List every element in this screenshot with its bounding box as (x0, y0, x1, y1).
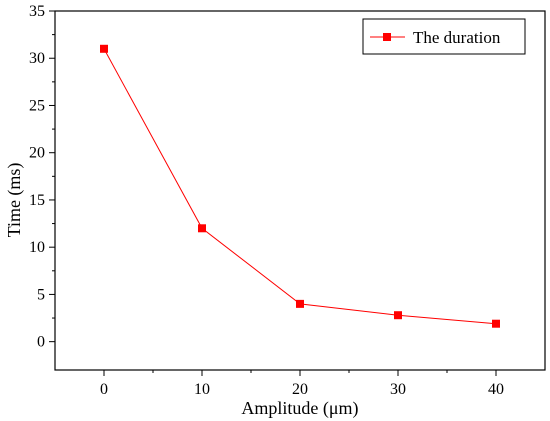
data-point (100, 44, 108, 53)
x-tick-label: 40 (488, 381, 504, 398)
series-layer (100, 44, 500, 328)
y-tick-label: 0 (37, 334, 45, 351)
data-point (492, 319, 500, 328)
plot-frame (54, 10, 546, 371)
x-axis-ticks: 0 10 20 30 40 (100, 370, 504, 398)
x-tick-label: 30 (390, 381, 406, 398)
x-tick-label: 20 (292, 381, 308, 398)
y-tick-label: 30 (29, 50, 45, 67)
y-tick-label: 25 (29, 97, 45, 114)
x-tick-label: 10 (194, 381, 210, 398)
legend-label: The duration (413, 28, 501, 47)
y-tick-label: 35 (29, 3, 45, 20)
x-tick-label: 0 (100, 381, 108, 398)
series-line (103, 48, 497, 325)
legend-marker (383, 33, 391, 41)
y-axis-ticks: 0 5 10 15 20 25 30 35 (29, 3, 55, 351)
x-axis-title: Amplitude (μm) (241, 398, 358, 419)
data-point (198, 224, 206, 233)
data-point (296, 299, 304, 308)
legend: The duration (362, 18, 526, 55)
data-point (394, 311, 402, 320)
y-tick-label: 15 (29, 192, 45, 209)
y-tick-label: 5 (37, 286, 45, 303)
y-tick-label: 20 (29, 145, 45, 162)
y-tick-label: 10 (29, 239, 45, 256)
y-axis-title: Time (ms) (4, 163, 25, 238)
plot-area-border (54, 10, 546, 371)
